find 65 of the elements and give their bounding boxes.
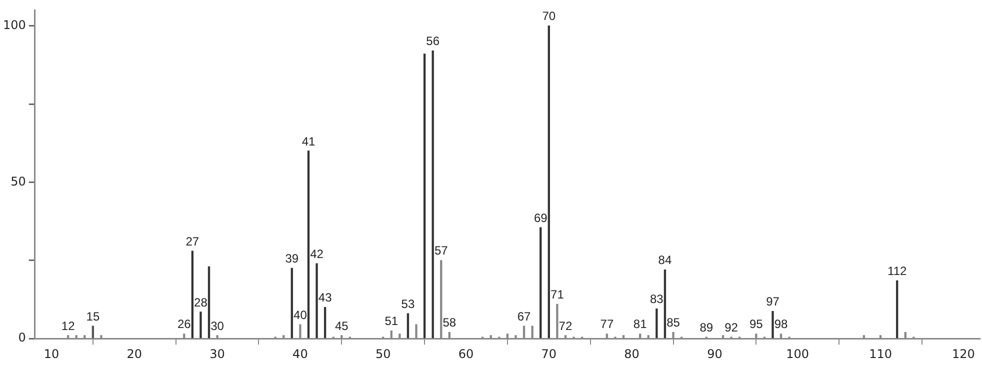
y-tick-label: 100 [3, 18, 26, 32]
annotation: 77 [600, 317, 614, 332]
bar [92, 326, 94, 338]
bar [200, 312, 202, 338]
annotation: 70 [542, 9, 556, 24]
annotation: 42 [310, 246, 324, 261]
annotation: 28 [194, 295, 208, 310]
annotation: 67 [517, 309, 532, 324]
bar [540, 227, 542, 338]
x-tick-label: 20 [126, 346, 142, 361]
bar [656, 308, 658, 338]
x-tick-label: 40 [292, 346, 308, 361]
x-tick-label: 50 [375, 346, 391, 361]
annotation: 84 [658, 253, 672, 268]
annotation: 95 [749, 317, 764, 332]
bar [664, 269, 666, 338]
bar [290, 268, 293, 338]
x-tick-label: 90 [707, 346, 722, 361]
bar [324, 306, 326, 338]
annotation: 30 [210, 318, 224, 333]
annotation: 40 [294, 308, 308, 322]
bar [423, 54, 426, 338]
x-tick-label: 110 [869, 346, 892, 361]
annotation: 27 [186, 234, 200, 248]
annotation: 26 [177, 317, 192, 332]
x-tick-label: 80 [624, 346, 640, 361]
annotation: 81 [633, 317, 648, 332]
x-tick-label: 100 [786, 346, 810, 361]
x-tick-label: 120 [952, 346, 975, 361]
annotation: 45 [334, 318, 349, 333]
annotation: 72 [558, 318, 572, 333]
bar [896, 280, 898, 338]
y-tick-label: 0 [18, 330, 26, 345]
x-tick-label: 70 [541, 346, 557, 361]
bar [316, 263, 318, 338]
bar [307, 150, 310, 338]
annotation: 53 [401, 296, 415, 311]
annotation: 83 [650, 292, 664, 306]
annotation: 15 [86, 309, 100, 324]
bar [772, 311, 774, 338]
annotation: 98 [774, 317, 788, 332]
bar [208, 266, 210, 338]
annotation: 69 [534, 210, 548, 225]
annotation: 41 [302, 134, 316, 148]
annotation: 112 [888, 264, 907, 278]
annotation: 89 [700, 320, 714, 334]
y-tick-label: 50 [10, 174, 26, 188]
annotation: 92 [724, 320, 738, 334]
annotation: 39 [285, 252, 299, 266]
annotation: 56 [426, 34, 440, 48]
x-tick-label: 30 [210, 346, 225, 361]
bar [548, 26, 550, 338]
annotation: 71 [550, 288, 564, 302]
annotation: 97 [766, 294, 780, 309]
bar [432, 50, 434, 338]
annotation: 57 [434, 244, 448, 258]
annotation: 43 [318, 290, 332, 305]
bar [406, 313, 410, 338]
x-tick-label: 10 [44, 346, 60, 361]
annotation: 85 [666, 316, 680, 330]
annotation: 58 [442, 316, 456, 330]
annotation: 12 [61, 318, 76, 333]
bar [191, 250, 194, 338]
annotation: 51 [384, 314, 398, 328]
x-tick-label: 60 [458, 346, 474, 361]
